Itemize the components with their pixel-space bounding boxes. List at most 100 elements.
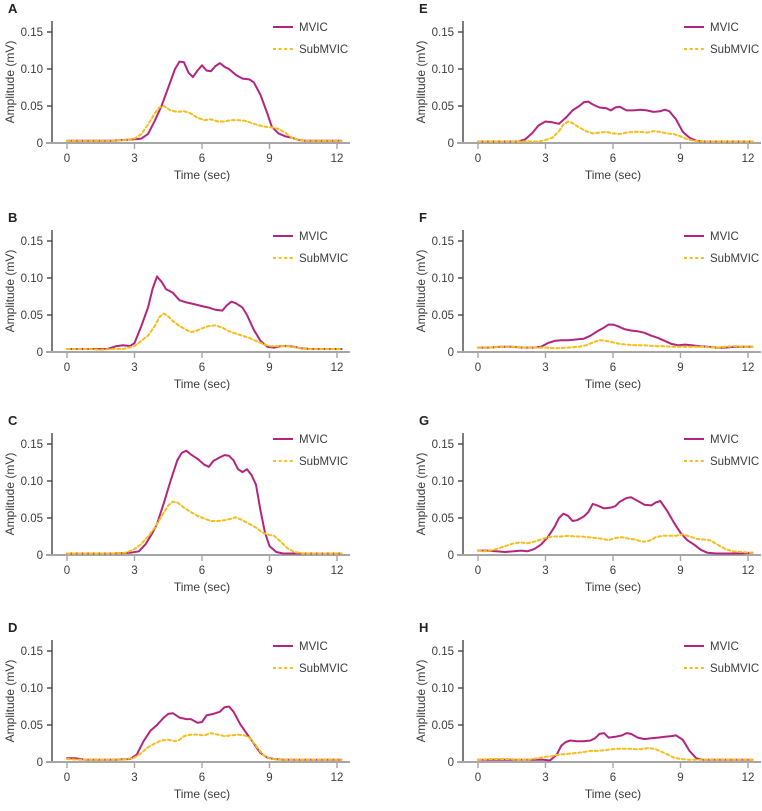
y-axis-title: Amplitude (mV) bbox=[414, 660, 428, 743]
chart-B: B 0 0.05 0.10 0.15 0 3 6 9 12 Time (sec) Amplitude … bbox=[3, 210, 350, 391]
y-tick-label: 0.05 bbox=[432, 720, 454, 732]
legend-label-submvic: SubMVIC bbox=[710, 456, 759, 468]
x-tick-label: 0 bbox=[475, 362, 481, 374]
legend-label-mvic: MVIC bbox=[710, 22, 739, 34]
legend-label-submvic: SubMVIC bbox=[299, 663, 348, 675]
panel-C: C 0 0.05 0.10 0.15 0 3 6 9 12 Time (sec) Amplitude … bbox=[0, 400, 381, 600]
y-tick-label: 0.05 bbox=[21, 310, 43, 322]
x-tick-label: 3 bbox=[542, 153, 548, 165]
y-tick-label: 0.05 bbox=[21, 720, 43, 732]
legend-label-mvic: MVIC bbox=[299, 231, 328, 243]
x-tick-label: 3 bbox=[131, 565, 137, 577]
chart-C: C 0 0.05 0.10 0.15 0 3 6 9 12 Time (sec) Amplitude … bbox=[3, 413, 350, 594]
y-tick-label: 0.05 bbox=[21, 101, 43, 113]
y-tick-label: 0.10 bbox=[21, 683, 43, 695]
series-mvic bbox=[66, 275, 343, 350]
x-tick-label: 0 bbox=[475, 565, 481, 577]
y-tick-label: 0 bbox=[448, 757, 454, 769]
x-tick-label: 12 bbox=[331, 153, 344, 165]
chart-E: E 0 0.05 0.10 0.15 0 3 6 9 12 Time (sec) Amplitude … bbox=[414, 1, 761, 182]
x-axis-title: Time (sec) bbox=[174, 168, 230, 182]
x-tick-label: 9 bbox=[266, 153, 272, 165]
y-axis-title: Amplitude (mV) bbox=[3, 250, 17, 333]
series-mvic bbox=[477, 732, 754, 762]
x-axis-title: Time (sec) bbox=[174, 377, 230, 391]
panel-label-G: G bbox=[419, 413, 429, 428]
x-axis-title: Time (sec) bbox=[174, 580, 230, 594]
x-tick-label: 12 bbox=[742, 772, 755, 784]
x-axis-title: Time (sec) bbox=[585, 168, 641, 182]
y-axis-title: Amplitude (mV) bbox=[414, 453, 428, 536]
series-submvic bbox=[477, 533, 754, 554]
chart-F: F 0 0.05 0.10 0.15 0 3 6 9 12 Time (sec) Amplitude … bbox=[414, 210, 761, 391]
x-tick-label: 12 bbox=[742, 362, 755, 374]
x-tick-label: 9 bbox=[266, 772, 272, 784]
y-axis-title: Amplitude (mV) bbox=[3, 41, 17, 124]
x-tick-label: 9 bbox=[266, 362, 272, 374]
x-tick-label: 9 bbox=[266, 565, 272, 577]
y-tick-label: 0.10 bbox=[432, 476, 454, 488]
panel-label-F: F bbox=[419, 210, 427, 225]
x-tick-label: 12 bbox=[331, 362, 344, 374]
y-tick-label: 0.15 bbox=[21, 236, 43, 248]
legend-label-mvic: MVIC bbox=[710, 641, 739, 653]
y-tick-label: 0.10 bbox=[21, 273, 43, 285]
series-submvic bbox=[477, 746, 754, 761]
y-tick-label: 0.15 bbox=[432, 646, 454, 658]
y-tick-label: 0.05 bbox=[432, 310, 454, 322]
x-tick-label: 6 bbox=[610, 153, 616, 165]
legend-label-mvic: MVIC bbox=[299, 22, 328, 34]
series-mvic bbox=[66, 449, 343, 555]
x-axis-title: Time (sec) bbox=[585, 580, 641, 594]
x-axis-title: Time (sec) bbox=[585, 787, 641, 801]
legend-label-submvic: SubMVIC bbox=[299, 253, 348, 265]
panel-H: H 0 0.05 0.10 0.15 0 3 6 9 12 Time (sec) Amplitude … bbox=[381, 600, 762, 806]
legend-label-submvic: SubMVIC bbox=[299, 44, 348, 56]
x-tick-label: 6 bbox=[610, 772, 616, 784]
legend-label-mvic: MVIC bbox=[299, 434, 328, 446]
x-tick-label: 3 bbox=[131, 362, 137, 374]
chart-A: A 0 0.05 0.10 0.15 0 3 6 9 12 Time (sec) Amplitude … bbox=[3, 1, 350, 182]
series-submvic bbox=[477, 339, 754, 350]
y-tick-label: 0.05 bbox=[432, 513, 454, 525]
y-tick-label: 0.10 bbox=[21, 476, 43, 488]
x-tick-label: 3 bbox=[542, 565, 548, 577]
legend-label-submvic: SubMVIC bbox=[710, 663, 759, 675]
x-tick-label: 3 bbox=[542, 362, 548, 374]
x-axis-title: Time (sec) bbox=[174, 787, 230, 801]
x-tick-label: 12 bbox=[331, 565, 344, 577]
panel-label-C: C bbox=[8, 413, 18, 428]
series-mvic bbox=[66, 60, 343, 142]
y-tick-label: 0 bbox=[448, 138, 454, 150]
x-tick-label: 0 bbox=[64, 565, 70, 577]
y-tick-label: 0 bbox=[37, 550, 43, 562]
y-tick-label: 0.15 bbox=[21, 439, 43, 451]
chart-D: D 0 0.05 0.10 0.15 0 3 6 9 12 Time (sec) Amplitude … bbox=[3, 620, 350, 801]
series-submvic bbox=[66, 500, 343, 555]
panel-label-A: A bbox=[8, 1, 18, 16]
y-tick-label: 0 bbox=[448, 347, 454, 359]
x-tick-label: 12 bbox=[742, 565, 755, 577]
series-mvic bbox=[477, 100, 754, 143]
series-mvic bbox=[66, 705, 343, 761]
y-tick-label: 0.10 bbox=[432, 683, 454, 695]
panel-B: B 0 0.05 0.10 0.15 0 3 6 9 12 Time (sec) Amplitude … bbox=[0, 200, 381, 400]
panel-D: D 0 0.05 0.10 0.15 0 3 6 9 12 Time (sec) Amplitude … bbox=[0, 600, 381, 806]
legend-label-mvic: MVIC bbox=[710, 434, 739, 446]
y-tick-label: 0.10 bbox=[432, 273, 454, 285]
y-axis-title: Amplitude (mV) bbox=[3, 453, 17, 536]
chart-G: G 0 0.05 0.10 0.15 0 3 6 9 12 Time (sec) Amplitude … bbox=[414, 413, 761, 594]
x-tick-label: 9 bbox=[677, 153, 683, 165]
y-tick-label: 0 bbox=[37, 757, 43, 769]
x-tick-label: 3 bbox=[131, 772, 137, 784]
y-tick-label: 0.10 bbox=[21, 64, 43, 76]
x-tick-label: 9 bbox=[677, 362, 683, 374]
x-axis-title: Time (sec) bbox=[585, 377, 641, 391]
series-mvic bbox=[477, 496, 754, 555]
y-tick-label: 0.15 bbox=[432, 236, 454, 248]
legend-label-mvic: MVIC bbox=[710, 231, 739, 243]
y-tick-label: 0.05 bbox=[432, 101, 454, 113]
y-tick-label: 0.05 bbox=[21, 513, 43, 525]
y-tick-label: 0 bbox=[37, 347, 43, 359]
